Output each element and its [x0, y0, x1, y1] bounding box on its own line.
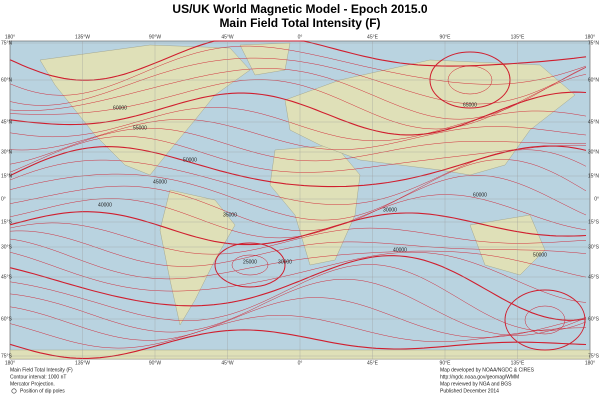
- contour-lines: [9, 40, 587, 359]
- latitude-label: 60°N: [1, 77, 13, 83]
- contour: [214, 242, 286, 288]
- footer-left-line: Main Field Total Intensity (F): [10, 367, 73, 373]
- latitude-label: 75°N: [1, 40, 13, 46]
- contour-label: 60000: [113, 105, 127, 111]
- longitude-label: 90°W: [149, 34, 162, 40]
- latitude-label: 60°N: [588, 77, 600, 83]
- latitude-label: 75°S: [1, 353, 13, 359]
- latitude-label: 45°N: [1, 119, 13, 125]
- contour: [9, 159, 587, 221]
- longitude-label: 135°E: [511, 34, 525, 40]
- subtitle: Main Field Total Intensity (F): [219, 16, 380, 30]
- longitude-label: 45°E: [367, 360, 379, 366]
- longitude-label: 135°W: [75, 34, 90, 40]
- contour: [9, 145, 587, 188]
- dip-pole-symbol: [11, 388, 17, 394]
- map: [9, 40, 591, 360]
- contour: [9, 119, 587, 151]
- latitude-label: 15°N: [1, 173, 13, 179]
- contour: [9, 278, 587, 336]
- longitude-label: 180°: [585, 34, 595, 40]
- contour-label: 45000: [153, 179, 167, 185]
- latitude-label: 15°S: [588, 219, 600, 225]
- contour: [231, 254, 269, 276]
- longitude-label: 135°E: [511, 360, 525, 366]
- contour-label: 60000: [473, 192, 487, 198]
- contour: [9, 264, 587, 332]
- latitude-label: 15°N: [588, 173, 600, 179]
- longitude-label: 0°: [298, 360, 303, 366]
- footer-left-line: Contour interval: 1000 nT: [10, 374, 66, 380]
- contour: [9, 66, 587, 120]
- longitude-label: 180°: [585, 360, 595, 366]
- longitude-label: 180°: [5, 34, 15, 40]
- footer-right-line: Map developed by NOAA/NGDC & CIRES: [440, 367, 535, 373]
- contour-label: 50000: [183, 157, 197, 163]
- contour: [9, 149, 587, 205]
- contour: [9, 175, 587, 232]
- latitude-label: 0°: [594, 196, 599, 202]
- footer-right-line: Map reviewed by NGA and BGS: [440, 381, 512, 387]
- longitude-label: 180°: [5, 360, 15, 366]
- contour: [9, 136, 587, 173]
- contour-label: 30000: [278, 259, 292, 265]
- latitude-label: 75°S: [588, 353, 600, 359]
- contour-label: 65000: [463, 102, 477, 108]
- longitude-label: 45°E: [367, 34, 379, 40]
- latitude-label: 60°S: [1, 316, 13, 322]
- contour-label: 25000: [243, 259, 257, 265]
- footer-left-line: Position of dip poles: [20, 388, 65, 394]
- latitude-label: 75°N: [588, 40, 600, 46]
- contour: [9, 127, 586, 165]
- contour: [9, 230, 587, 267]
- contour-label: 30000: [383, 207, 397, 213]
- latitude-label: 45°N: [588, 119, 600, 125]
- contour: [9, 194, 587, 239]
- longitude-label: 135°W: [75, 360, 90, 366]
- latitude-label: 0°: [1, 196, 6, 202]
- latitude-label: 30°S: [1, 244, 13, 250]
- latitude-label: 30°N: [588, 149, 600, 155]
- contour-label: 55000: [133, 125, 147, 131]
- footer-right-line: http://ngdc.noaa.gov/geomag/WMM: [440, 374, 519, 380]
- footer-left-line: Mercator Projection.: [10, 381, 55, 387]
- contour-label: 40000: [393, 247, 407, 253]
- contour: [9, 329, 587, 359]
- contour: [9, 211, 587, 246]
- longitude-label: 90°E: [440, 360, 452, 366]
- contour: [9, 251, 587, 303]
- longitude-label: 90°E: [440, 34, 452, 40]
- longitude-label: 0°: [298, 34, 303, 40]
- contour: [9, 45, 587, 96]
- contour: [9, 57, 587, 106]
- footer-right-line: Published December 2014: [440, 388, 499, 394]
- longitude-label: 45°W: [221, 360, 234, 366]
- longitude-label: 45°W: [221, 34, 234, 40]
- contour-label: 40000: [98, 202, 112, 208]
- contour: [9, 107, 587, 142]
- contour-label: 50000: [533, 252, 547, 258]
- contour: [504, 289, 586, 351]
- latitude-label: 45°S: [588, 274, 600, 280]
- latitude-label: 45°S: [1, 274, 13, 280]
- graticule: [9, 41, 591, 359]
- latitude-label: 30°S: [588, 244, 600, 250]
- contour: [9, 255, 587, 321]
- latitude-label: 60°S: [588, 316, 600, 322]
- contour-label: 35000: [223, 212, 237, 218]
- longitude-label: 90°W: [149, 360, 162, 366]
- latitude-label: 15°S: [1, 219, 13, 225]
- contour: [9, 222, 587, 255]
- contour: [9, 40, 587, 81]
- title: US/UK World Magnetic Model - Epoch 2015.…: [172, 2, 427, 16]
- contour: [9, 315, 587, 349]
- contour: [524, 305, 566, 335]
- latitude-label: 30°N: [1, 149, 13, 155]
- contour: [9, 238, 587, 280]
